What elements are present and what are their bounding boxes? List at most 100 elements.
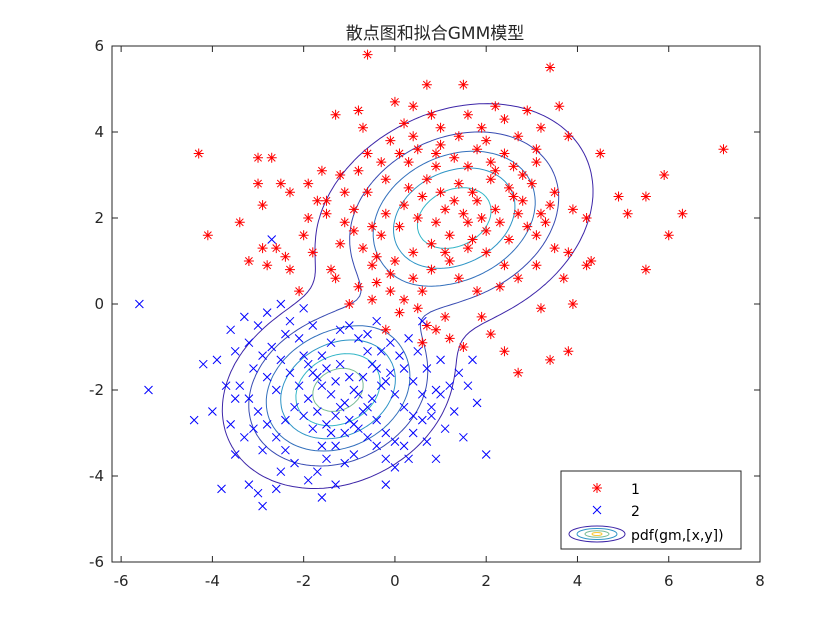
series-2-point <box>239 432 249 442</box>
series-2-point <box>217 484 226 494</box>
series-2-point <box>312 372 322 382</box>
series-1-point <box>303 213 314 223</box>
series-1-point <box>234 217 245 228</box>
series-1-point <box>481 247 492 258</box>
series-1-point <box>271 243 282 254</box>
series-1-point <box>613 191 624 202</box>
y-tick-label: -4 <box>89 467 104 485</box>
series-1-point <box>435 122 446 133</box>
series-1-point <box>367 221 378 232</box>
series-2-point <box>303 359 313 369</box>
series-2-point <box>258 351 267 360</box>
series-1-point <box>485 157 496 168</box>
series-1-point <box>389 96 400 107</box>
series-2-point <box>317 441 327 451</box>
series-1-point <box>476 311 487 322</box>
x-tick-label: 2 <box>481 572 491 590</box>
series-2-point <box>276 467 286 477</box>
series-2-point <box>331 411 340 421</box>
series-2-point <box>253 321 263 330</box>
series-1-point <box>389 256 400 266</box>
series-2-point <box>312 407 322 416</box>
legend-contour-ring <box>576 528 618 540</box>
x-tick-label: 4 <box>573 572 583 590</box>
series-1-point <box>531 260 542 271</box>
series-2-point <box>317 493 327 502</box>
series-1-point <box>453 131 464 142</box>
series-2-point <box>299 411 309 421</box>
series-1-point <box>517 170 528 180</box>
series-1-point <box>444 230 455 241</box>
series-1-point <box>563 247 574 258</box>
series-1-point <box>403 182 414 193</box>
series-1-point <box>335 170 346 180</box>
series-2-point <box>376 346 386 356</box>
series-2-point <box>363 432 372 442</box>
series-2-point <box>303 394 313 403</box>
series-2-point <box>363 329 372 339</box>
series-1-point <box>595 148 606 159</box>
series-1-point <box>421 320 432 331</box>
series-1-point <box>659 170 670 180</box>
series-1-point <box>298 230 309 241</box>
series-1-point <box>462 217 473 228</box>
x-tick-label: 8 <box>755 572 765 590</box>
series-2-point <box>281 445 290 455</box>
y-tick-label: 6 <box>94 37 104 55</box>
legend-label-contour: pdf(gm,[x,y]) <box>631 528 724 544</box>
series-1-point <box>508 191 519 202</box>
series-2-point <box>408 411 418 421</box>
series-1-point <box>367 260 378 271</box>
series-2-point <box>431 385 441 395</box>
series-2-point <box>408 428 418 438</box>
series-1-point <box>412 303 423 314</box>
series-1-point <box>567 204 578 215</box>
legend-marker-x <box>592 505 602 515</box>
series-2-point <box>244 480 254 489</box>
series-1-point <box>394 307 405 318</box>
series-1-point <box>581 260 592 271</box>
series-1-point <box>312 195 323 206</box>
series-1-point <box>426 238 437 249</box>
x-tick-label: -2 <box>296 572 311 590</box>
series-1-point <box>513 208 524 219</box>
series-1-point <box>449 152 460 163</box>
series-1-point <box>326 264 337 275</box>
series-1-point <box>640 264 651 275</box>
series-1-point <box>440 311 451 322</box>
series-1-point <box>444 333 455 344</box>
series-2-point <box>417 316 427 326</box>
legend-box <box>560 470 742 550</box>
series-1-point <box>545 62 556 73</box>
series-1-point <box>531 157 542 168</box>
series-1-point <box>481 135 492 146</box>
series-1-point <box>522 105 533 116</box>
series-2-point <box>381 480 391 489</box>
series-1-point <box>545 354 556 365</box>
series-2-point <box>322 454 331 464</box>
series-2-point <box>281 329 290 339</box>
series-2-point <box>454 368 464 378</box>
series-1-point <box>563 346 574 357</box>
series-1-point <box>640 191 651 202</box>
series-1-point <box>499 260 510 271</box>
series-1-point <box>408 273 419 284</box>
series-1-point <box>535 122 546 133</box>
series-1-point <box>440 204 451 215</box>
series-2-point <box>276 355 286 365</box>
series-2-point <box>354 334 363 343</box>
series-1-point <box>408 247 419 258</box>
series-2-point <box>262 372 272 382</box>
series-2-point <box>285 368 295 378</box>
series-1-point <box>353 165 364 176</box>
series-2-point <box>244 338 254 348</box>
series-2-point <box>144 385 153 395</box>
series-2-point <box>271 484 281 494</box>
series-2-point <box>404 334 413 343</box>
series-2-point <box>340 458 350 468</box>
series-1-point <box>549 187 560 198</box>
series-1-point <box>348 225 359 236</box>
series-2-point <box>326 338 336 348</box>
series-1-point <box>371 277 382 288</box>
